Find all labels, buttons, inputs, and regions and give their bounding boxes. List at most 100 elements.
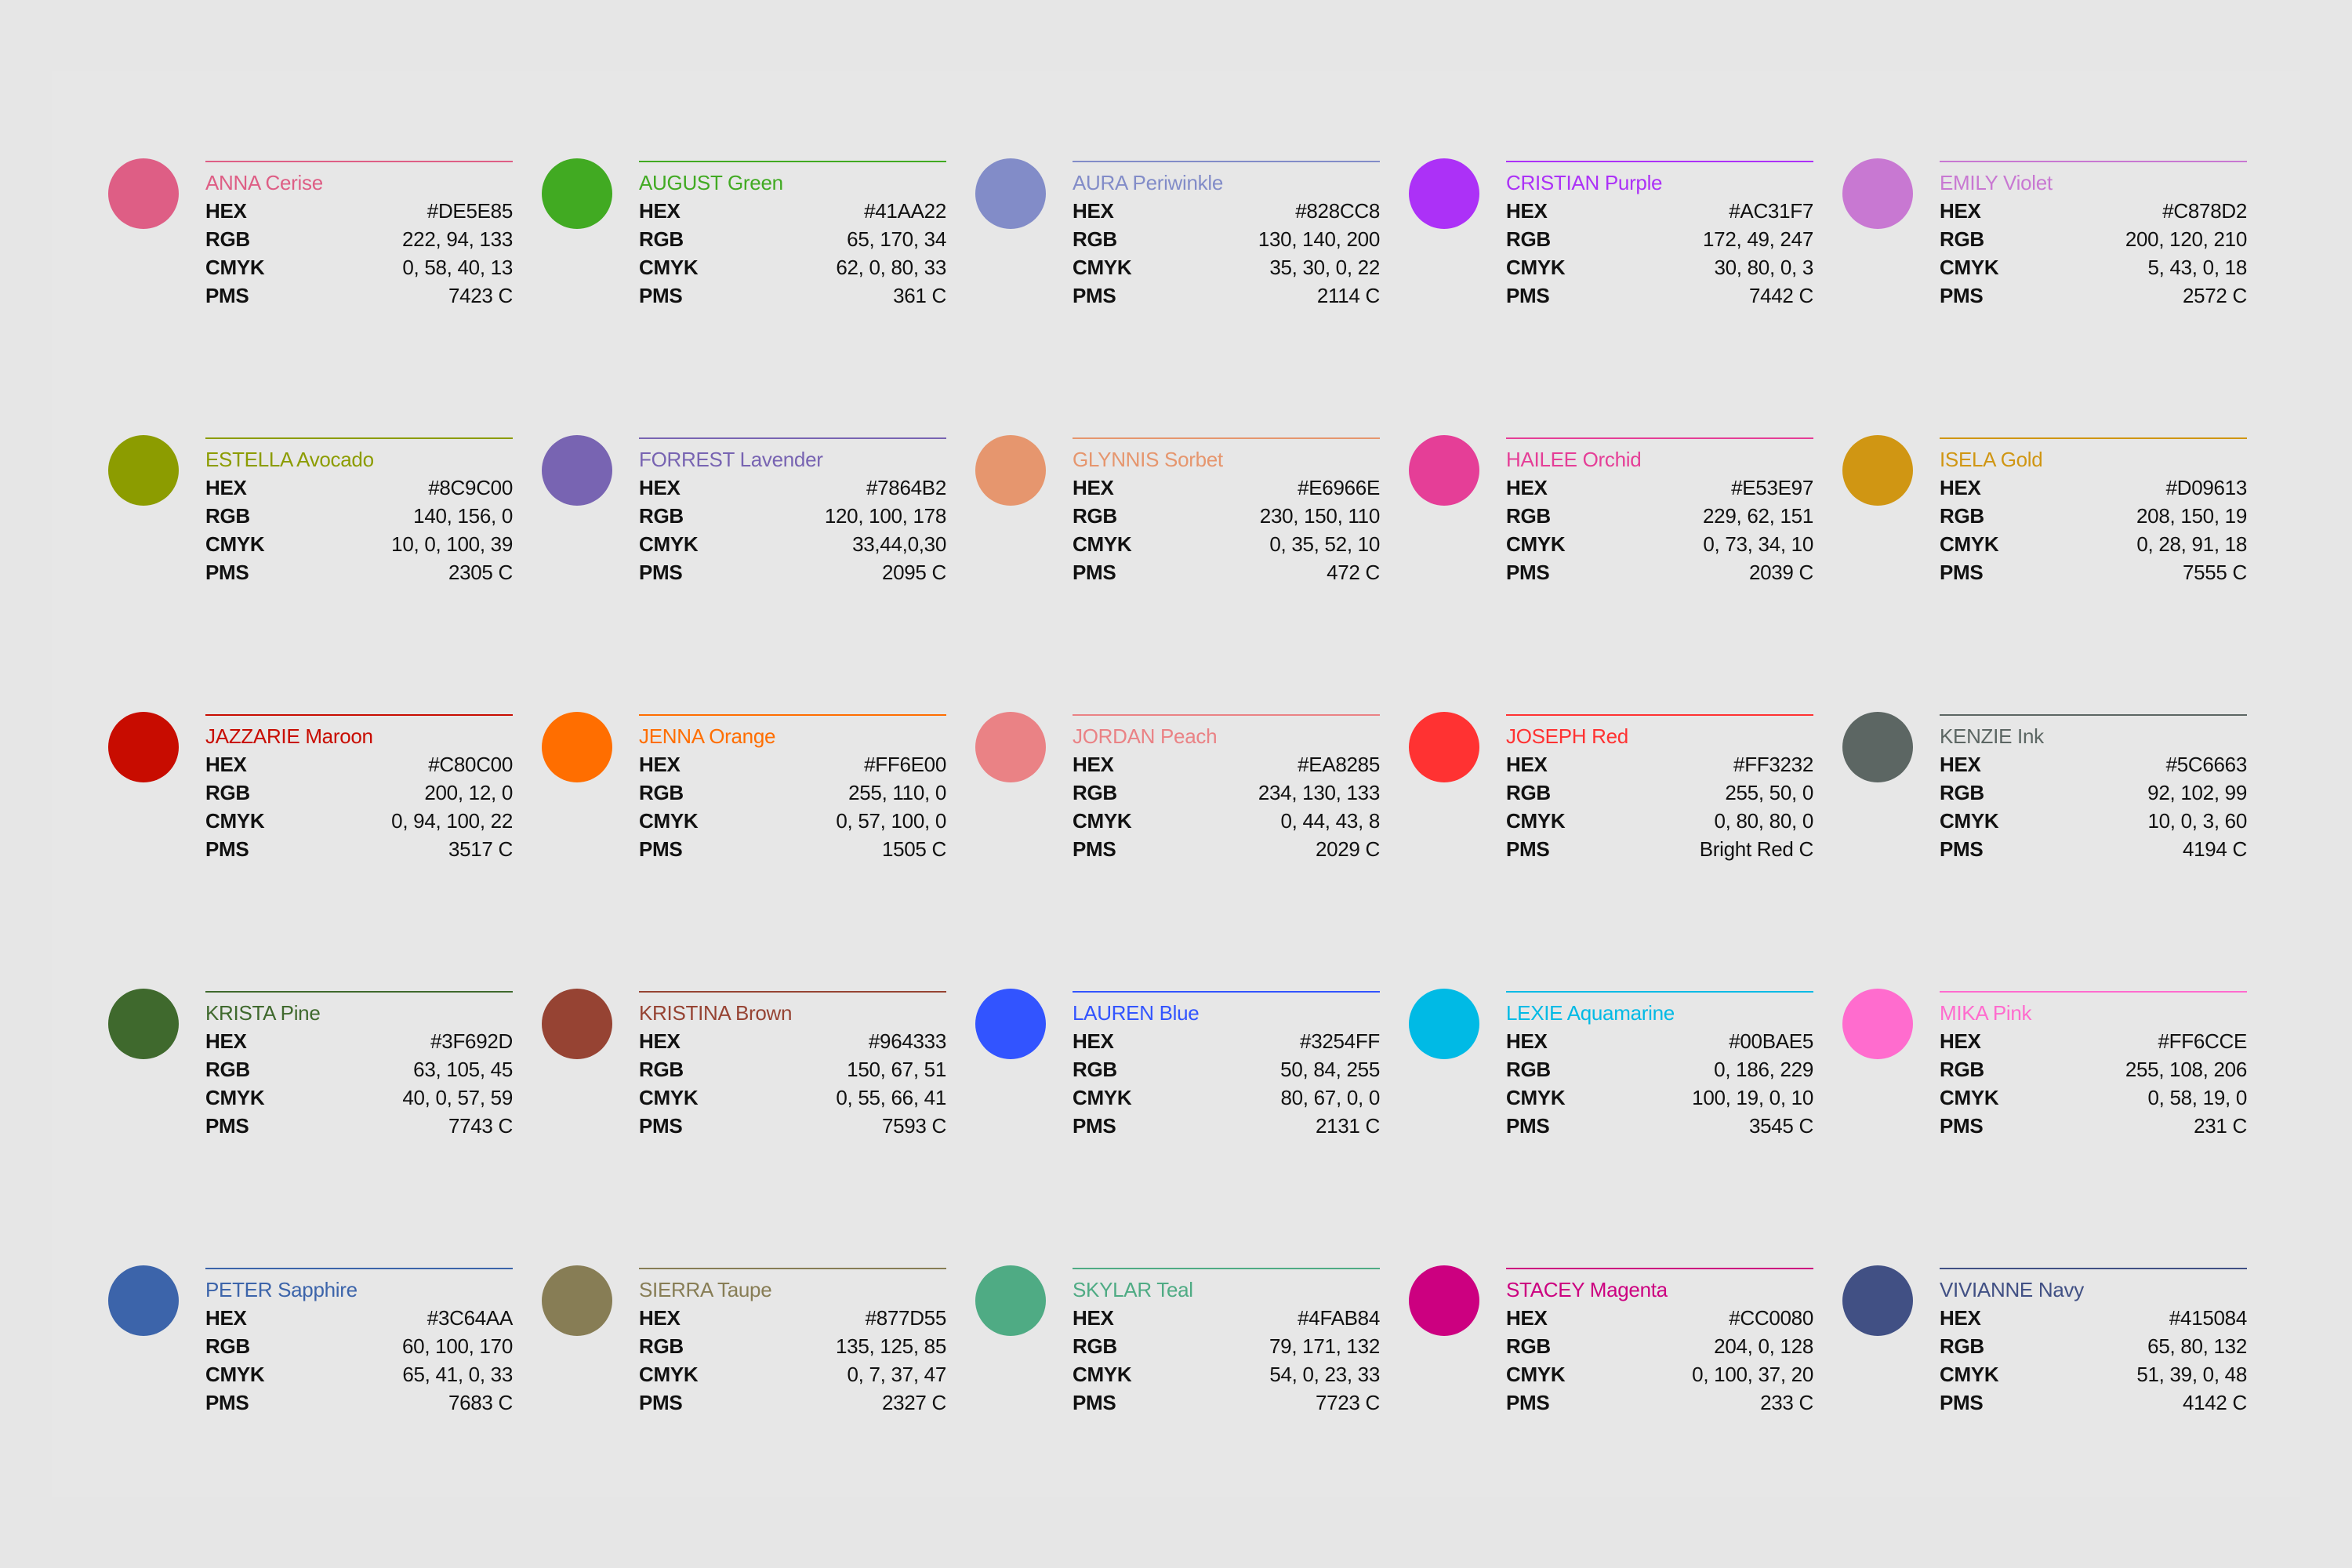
spec-value-cmyk: 65, 41, 0, 33 xyxy=(402,1363,513,1386)
spec-row-rgb: RGB 200, 120, 210 xyxy=(1940,225,2247,253)
spec-label-rgb: RGB xyxy=(1940,1058,1984,1081)
spec-row-cmyk: CMYK 10, 0, 100, 39 xyxy=(205,530,513,558)
color-rule xyxy=(639,161,946,162)
spec-row-rgb: RGB 172, 49, 247 xyxy=(1506,225,1813,253)
spec-value-pms: 2039 C xyxy=(1748,561,1813,584)
spec-value-cmyk: 54, 0, 23, 33 xyxy=(1269,1363,1380,1386)
spec-row-hex: HEX #FF3232 xyxy=(1506,750,1813,779)
spec-label-rgb: RGB xyxy=(1073,504,1117,528)
spec-row-pms: PMS 2131 C xyxy=(1073,1112,1380,1140)
spec-label-hex: HEX xyxy=(1506,1306,1548,1330)
spec-row-pms: PMS 7423 C xyxy=(205,281,513,310)
spec-row-pms: PMS 7555 C xyxy=(1940,558,2247,586)
color-rule xyxy=(1940,437,2247,439)
spec-label-rgb: RGB xyxy=(1506,504,1551,528)
color-rule xyxy=(205,1268,513,1269)
spec-row-pms: PMS 1505 C xyxy=(639,835,946,863)
spec-row-hex: HEX #DE5E85 xyxy=(205,197,513,225)
spec-label-rgb: RGB xyxy=(1073,1334,1117,1358)
spec-row-pms: PMS 7743 C xyxy=(205,1112,513,1140)
spec-row-rgb: RGB 92, 102, 99 xyxy=(1940,779,2247,807)
spec-value-hex: #DE5E85 xyxy=(426,199,514,223)
spec-row-rgb: RGB 60, 100, 170 xyxy=(205,1332,513,1360)
spec-value-rgb: 140, 156, 0 xyxy=(413,504,513,528)
color-card: ISELA Gold HEX #D09613 RGB 208, 150, 19 CMYK 0… xyxy=(1842,435,2276,712)
spec-label-hex: HEX xyxy=(1940,476,1981,499)
spec-label-rgb: RGB xyxy=(639,781,684,804)
color-info: GLYNNIS Sorbet HEX #E6966E RGB 230, 150, 110… xyxy=(1073,435,1380,586)
spec-row-pms: PMS 2095 C xyxy=(639,558,946,586)
spec-label-rgb: RGB xyxy=(205,504,250,528)
spec-label-cmyk: CMYK xyxy=(1506,256,1566,279)
spec-row-cmyk: CMYK 51, 39, 0, 48 xyxy=(1940,1360,2247,1388)
spec-value-cmyk: 0, 55, 66, 41 xyxy=(836,1086,946,1109)
spec-row-rgb: RGB 229, 62, 151 xyxy=(1506,502,1813,530)
color-swatch xyxy=(542,989,612,1059)
spec-row-hex: HEX #EA8285 xyxy=(1073,750,1380,779)
spec-label-cmyk: CMYK xyxy=(1506,1086,1566,1109)
spec-row-hex: HEX #3C64AA xyxy=(205,1304,513,1332)
color-card: STACEY Magenta HEX #CC0080 RGB 204, 0, 128 CM… xyxy=(1409,1265,1842,1542)
spec-label-pms: PMS xyxy=(1940,1391,1984,1414)
spec-value-hex: #3F692D xyxy=(430,1029,513,1053)
spec-label-cmyk: CMYK xyxy=(1940,809,1999,833)
spec-label-pms: PMS xyxy=(205,1391,249,1414)
color-name: AUGUST Green xyxy=(639,171,783,194)
color-card: JAZZARIE Maroon HEX #C80C00 RGB 200, 12, 0 CM… xyxy=(108,712,542,989)
spec-label-pms: PMS xyxy=(1940,284,1984,307)
spec-row-hex: HEX #4FAB84 xyxy=(1073,1304,1380,1332)
color-swatch xyxy=(1842,435,1913,506)
spec-row-rgb: RGB 140, 156, 0 xyxy=(205,502,513,530)
color-info: AUGUST Green HEX #41AA22 RGB 65, 170, 34 CMYK… xyxy=(639,158,946,310)
color-swatch xyxy=(975,158,1046,229)
spec-value-hex: #FF6E00 xyxy=(864,753,946,776)
color-rule xyxy=(1506,437,1813,439)
spec-row-hex: HEX #3F692D xyxy=(205,1027,513,1055)
spec-label-pms: PMS xyxy=(639,837,683,861)
spec-row-rgb: RGB 255, 110, 0 xyxy=(639,779,946,807)
spec-label-cmyk: CMYK xyxy=(205,532,265,556)
spec-label-hex: HEX xyxy=(1073,1306,1114,1330)
spec-label-rgb: RGB xyxy=(1506,227,1551,251)
color-info: HAILEE Orchid HEX #E53E97 RGB 229, 62, 151 CM… xyxy=(1506,435,1813,586)
color-swatch xyxy=(108,712,179,782)
spec-value-hex: #3C64AA xyxy=(426,1306,514,1330)
spec-row-rgb: RGB 222, 94, 133 xyxy=(205,225,513,253)
spec-label-hex: HEX xyxy=(1506,753,1548,776)
spec-row-rgb: RGB 230, 150, 110 xyxy=(1073,502,1380,530)
spec-value-cmyk: 35, 30, 0, 22 xyxy=(1269,256,1380,279)
spec-row-hex: HEX #E6966E xyxy=(1073,474,1380,502)
spec-row-rgb: RGB 255, 108, 206 xyxy=(1940,1055,2247,1083)
spec-row-rgb: RGB 65, 80, 132 xyxy=(1940,1332,2247,1360)
spec-label-pms: PMS xyxy=(1506,837,1550,861)
color-rule xyxy=(639,991,946,993)
spec-label-rgb: RGB xyxy=(639,1058,684,1081)
spec-value-hex: #FF3232 xyxy=(1733,753,1813,776)
spec-row-pms: PMS 472 C xyxy=(1073,558,1380,586)
spec-label-pms: PMS xyxy=(1940,561,1984,584)
spec-value-rgb: 230, 150, 110 xyxy=(1259,504,1381,528)
color-card: AURA Periwinkle HEX #828CC8 RGB 130, 140, 20… xyxy=(975,158,1409,435)
spec-value-pms: Bright Red C xyxy=(1699,837,1814,861)
spec-value-pms: 7593 C xyxy=(881,1114,946,1138)
spec-row-cmyk: CMYK 0, 28, 91, 18 xyxy=(1940,530,2247,558)
spec-value-cmyk: 33,44,0,30 xyxy=(852,532,946,556)
color-info: SKYLAR Teal HEX #4FAB84 RGB 79, 171, 132 CMYK… xyxy=(1073,1265,1380,1417)
color-info: EMILY Violet HEX #C878D2 RGB 200, 120, 210 CM… xyxy=(1940,158,2247,310)
color-card: KRISTINA Brown HEX #964333 RGB 150, 67, 51 CM… xyxy=(542,989,975,1265)
spec-label-cmyk: CMYK xyxy=(205,809,265,833)
color-info: LEXIE Aquamarine HEX #00BAE5 RGB 0, 186, 229… xyxy=(1506,989,1813,1140)
spec-label-pms: PMS xyxy=(1506,1114,1550,1138)
color-card: PETER Sapphire HEX #3C64AA RGB 60, 100, 170 C… xyxy=(108,1265,542,1542)
spec-label-cmyk: CMYK xyxy=(1073,532,1132,556)
spec-value-cmyk: 0, 80, 80, 0 xyxy=(1714,809,1813,833)
color-info: KENZIE Ink HEX #5C6663 RGB 92, 102, 99 CMYK 10… xyxy=(1940,712,2247,863)
color-card: LAUREN Blue HEX #3254FF RGB 50, 84, 255 CMYK 8… xyxy=(975,989,1409,1265)
color-swatch xyxy=(975,435,1046,506)
spec-label-cmyk: CMYK xyxy=(1940,532,1999,556)
color-swatch xyxy=(1409,158,1479,229)
spec-label-cmyk: CMYK xyxy=(1940,1363,1999,1386)
spec-value-cmyk: 0, 7, 37, 47 xyxy=(847,1363,946,1386)
color-name: AURA Periwinkle xyxy=(1073,171,1224,194)
spec-label-pms: PMS xyxy=(1506,561,1550,584)
